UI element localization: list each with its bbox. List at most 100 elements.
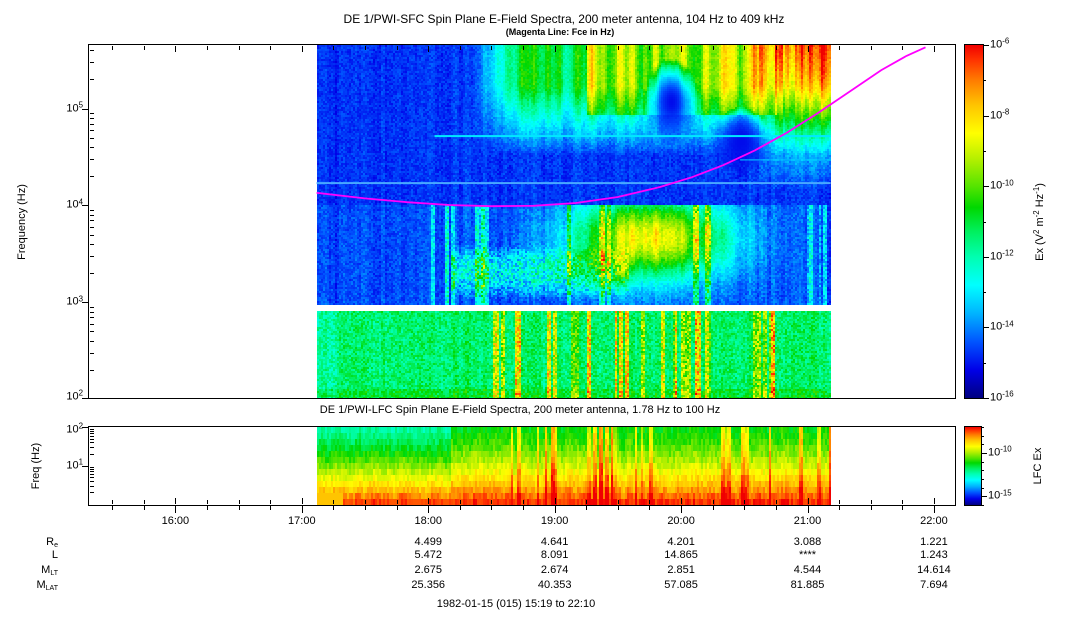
axis-tick <box>90 62 94 64</box>
axis-tick <box>712 506 714 510</box>
sfc-colorbar-tick-label: 10-8 <box>990 107 1010 121</box>
axis-tick <box>983 327 989 329</box>
orbital-value: 2.675 <box>414 564 442 576</box>
sfc-y-tick-label: 105 <box>66 100 83 114</box>
axis-tick <box>744 500 746 504</box>
orbital-row-label: Re <box>46 536 58 550</box>
orbital-value: 14.865 <box>664 549 698 561</box>
axis-tick <box>712 500 714 504</box>
axis-tick <box>270 500 272 504</box>
axis-tick <box>983 186 989 188</box>
axis-tick <box>90 430 94 432</box>
axis-tick <box>428 46 430 52</box>
axis-tick <box>744 506 746 510</box>
axis-tick <box>428 498 430 504</box>
axis-tick <box>90 480 94 482</box>
axis-tick <box>90 467 94 469</box>
axis-tick <box>523 46 525 50</box>
axis-tick <box>902 500 904 504</box>
axis-tick <box>649 46 651 50</box>
orbital-value: 4.544 <box>793 564 822 576</box>
orbital-value: **** <box>798 549 817 561</box>
axis-tick <box>807 46 809 52</box>
orbital-row-label: MLAT <box>36 579 58 593</box>
axis-tick <box>983 150 986 152</box>
orbital-row-label: MLT <box>41 564 58 578</box>
axis-tick <box>90 485 94 487</box>
axis-tick <box>112 46 114 50</box>
time-tick-label: 17:00 <box>288 515 316 527</box>
axis-tick <box>981 435 984 437</box>
axis-tick <box>554 46 556 52</box>
orbital-value: 7.694 <box>920 579 948 591</box>
axis-tick <box>459 506 461 510</box>
axis-tick <box>981 479 984 480</box>
sfc-colorbar-tick-label: 10-14 <box>990 319 1014 333</box>
axis-tick <box>270 46 272 50</box>
time-tick-label: 19:00 <box>540 515 569 527</box>
sfc-y-tick-label: 102 <box>66 388 83 403</box>
sfc-colorbar-tick-label: 10-12 <box>990 248 1014 263</box>
axis-tick <box>491 506 493 510</box>
lfc-spectrogram <box>89 427 955 505</box>
axis-tick <box>143 506 145 510</box>
axis-tick <box>90 438 94 440</box>
axis-tick <box>870 506 872 510</box>
axis-tick <box>175 46 177 52</box>
sfc-subtitle: (Magenta Line: Fce in Hz) <box>505 27 615 37</box>
axis-tick <box>523 500 525 504</box>
axis-tick <box>90 234 94 236</box>
axis-tick <box>981 487 984 489</box>
fce-line <box>316 46 926 208</box>
axis-tick <box>90 176 94 178</box>
axis-tick <box>807 498 809 504</box>
axis-tick <box>143 500 145 504</box>
orbital-value: 25.356 <box>411 579 446 591</box>
orbital-value: 1.243 <box>920 549 948 561</box>
axis-tick <box>839 506 841 510</box>
axis-tick <box>459 46 461 50</box>
axis-tick <box>90 323 94 325</box>
axis-tick <box>238 500 240 504</box>
axis-tick <box>981 496 987 498</box>
axis-tick <box>981 453 987 454</box>
axis-tick <box>301 498 303 504</box>
sfc-colorbar-tick-label: 10-10 <box>990 178 1014 192</box>
axis-tick <box>933 498 935 504</box>
sfc-y-axis-label: Frequency (Hz) <box>16 184 28 260</box>
sfc-colorbar-tick-label: 10-6 <box>990 36 1010 51</box>
axis-tick <box>981 427 984 428</box>
axis-tick <box>981 505 984 506</box>
axis-tick <box>983 362 986 364</box>
axis-tick <box>175 506 177 513</box>
time-tick-label: 16:00 <box>161 515 190 527</box>
axis-tick <box>90 220 94 222</box>
axis-tick <box>82 427 89 428</box>
axis-tick <box>90 130 94 132</box>
orbital-value: 8.091 <box>540 549 569 561</box>
axis-tick <box>90 137 94 139</box>
lfc-y-tick-label: 102 <box>66 421 83 436</box>
orbital-value: 2.674 <box>540 564 569 576</box>
axis-tick <box>206 506 208 510</box>
lfc-colorbar-tick-label: 10-15 <box>988 488 1012 502</box>
axis-tick <box>617 500 619 504</box>
axis-tick <box>983 398 989 399</box>
axis-tick <box>238 46 240 50</box>
axis-tick <box>981 461 984 463</box>
sfc-title: DE 1/PWI-SFC Spin Plane E-Field Spectra,… <box>343 12 785 26</box>
axis-tick <box>90 147 94 149</box>
lfc-colorbar-label: LFC Ex <box>1032 447 1044 485</box>
axis-tick <box>90 453 94 455</box>
axis-tick <box>90 243 94 245</box>
axis-tick <box>270 506 272 510</box>
axis-tick <box>775 500 777 504</box>
orbital-value: 1.221 <box>920 536 948 548</box>
axis-tick <box>681 46 683 52</box>
axis-tick <box>90 159 94 161</box>
axis-tick <box>902 506 904 510</box>
axis-tick <box>775 46 777 50</box>
axis-tick <box>649 500 651 504</box>
sfc-colorbar-tick-label: 10-16 <box>990 389 1014 404</box>
